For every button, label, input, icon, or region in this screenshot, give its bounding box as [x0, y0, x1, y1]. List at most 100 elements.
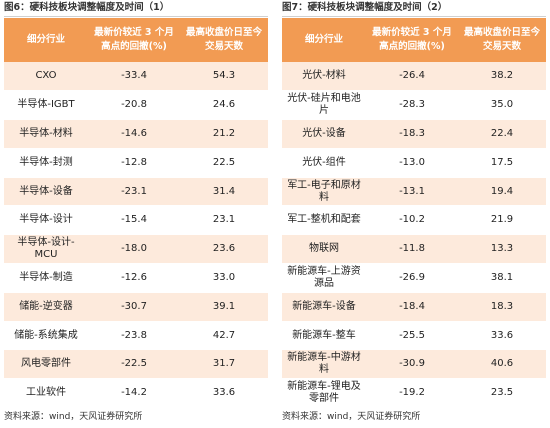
- cell-days: 23.1: [180, 205, 268, 236]
- table-row: 风电零部件 -22.5 31.7: [4, 349, 268, 380]
- cell-days: 31.7: [180, 349, 268, 380]
- table-header-row: 细分行业 最新价较近 3 个月高点的回撤(%) 最高收盘价日至今交易天数: [282, 18, 546, 62]
- cell-days: 33.0: [180, 263, 268, 293]
- table-row: 光伏-硅片和电池片 -28.3 35.0: [282, 90, 546, 121]
- table-panel-1: 图6：硬科技板块调整幅度及时间（1） 细分行业 最新价较近 3 个月高点的回撤(…: [4, 0, 268, 428]
- cell-industry: 半导体-材料: [4, 119, 88, 149]
- cell-drawdown: -19.2: [366, 378, 458, 409]
- table-panel-2: 图7：硬科技板块调整幅度及时间（2） 细分行业 最新价较近 3 个月高点的回撤(…: [282, 0, 546, 428]
- header-days: 最高收盘价日至今交易天数: [458, 18, 546, 62]
- table-row: 新能源车-锂电及零部件 -19.2 23.5: [282, 378, 546, 409]
- cell-industry: 光伏-设备: [282, 119, 366, 149]
- cell-drawdown: -30.7: [88, 292, 180, 322]
- cell-industry: 物联网: [282, 234, 366, 265]
- cell-industry: 新能源车-锂电及零部件: [282, 378, 366, 409]
- cell-drawdown: -18.4: [366, 292, 458, 322]
- table-row: 光伏-设备 -18.3 22.4: [282, 119, 546, 149]
- cell-industry: 储能-系统集成: [4, 321, 88, 351]
- source-note: 资料来源：wind，天风证券研究所: [4, 412, 143, 422]
- cell-days: 21.9: [458, 205, 546, 236]
- table-row: 半导体-设计-MCU -18.0 23.6: [4, 234, 268, 265]
- header-drawdown: 最新价较近 3 个月高点的回撤(%): [88, 18, 180, 62]
- cell-days: 19.4: [458, 177, 546, 207]
- table-row: 半导体-设备 -23.1 31.4: [4, 177, 268, 207]
- cell-drawdown: -10.2: [366, 205, 458, 236]
- cell-drawdown: -28.3: [366, 90, 458, 121]
- cell-days: 33.6: [180, 378, 268, 409]
- cell-drawdown: -12.6: [88, 263, 180, 293]
- cell-industry: 军工-整机和配套: [282, 205, 366, 236]
- cell-industry: 半导体-设计-MCU: [4, 234, 88, 265]
- table-row: 光伏-材料 -26.4 38.2: [282, 62, 546, 92]
- cell-days: 33.6: [458, 321, 546, 351]
- cell-days: 38.2: [458, 62, 546, 92]
- table-row: 储能-系统集成 -23.8 42.7: [4, 321, 268, 351]
- cell-days: 35.0: [458, 90, 546, 121]
- drawdown-table-1: 细分行业 最新价较近 3 个月高点的回撤(%) 最高收盘价日至今交易天数 CXO…: [4, 18, 268, 409]
- cell-industry: 新能源车-上游资源品: [282, 263, 366, 293]
- cell-drawdown: -25.5: [366, 321, 458, 351]
- cell-drawdown: -12.8: [88, 148, 180, 178]
- table-row: 工业软件 -14.2 33.6: [4, 378, 268, 409]
- cell-drawdown: -30.9: [366, 349, 458, 380]
- cell-days: 22.5: [180, 148, 268, 178]
- cell-industry: 光伏-组件: [282, 148, 366, 178]
- cell-industry: 风电零部件: [4, 349, 88, 380]
- table-row: 半导体-制造 -12.6 33.0: [4, 263, 268, 293]
- table-row: 军工-整机和配套 -10.2 21.9: [282, 205, 546, 236]
- cell-industry: 半导体-封测: [4, 148, 88, 178]
- cell-days: 54.3: [180, 62, 268, 92]
- table-row: 新能源车-上游资源品 -26.9 38.1: [282, 263, 546, 293]
- table-row: 半导体-封测 -12.8 22.5: [4, 148, 268, 178]
- cell-days: 18.3: [458, 292, 546, 322]
- table-row: 新能源车-设备 -18.4 18.3: [282, 292, 546, 322]
- table-row: 半导体-设计 -15.4 23.1: [4, 205, 268, 236]
- figure-caption: 图6：硬科技板块调整幅度及时间（1）: [4, 0, 268, 17]
- cell-days: 31.4: [180, 177, 268, 207]
- cell-days: 42.7: [180, 321, 268, 351]
- cell-drawdown: -18.3: [366, 119, 458, 149]
- cell-industry: 半导体-IGBT: [4, 90, 88, 121]
- figure-caption: 图7：硬科技板块调整幅度及时间（2）: [282, 0, 546, 17]
- cell-industry: 光伏-材料: [282, 62, 366, 92]
- source-note: 资料来源：wind，天风证券研究所: [282, 412, 421, 422]
- cell-drawdown: -18.0: [88, 234, 180, 265]
- header-industry: 细分行业: [282, 18, 366, 62]
- cell-drawdown: -11.8: [366, 234, 458, 265]
- table-row: 新能源车-整车 -25.5 33.6: [282, 321, 546, 351]
- cell-drawdown: -23.1: [88, 177, 180, 207]
- cell-drawdown: -13.0: [366, 148, 458, 178]
- cell-drawdown: -22.5: [88, 349, 180, 380]
- cell-days: 23.5: [458, 378, 546, 409]
- table-row: 新能源车-中游材料 -30.9 40.6: [282, 349, 546, 380]
- cell-drawdown: -14.2: [88, 378, 180, 409]
- cell-industry: 新能源车-设备: [282, 292, 366, 322]
- cell-industry: 半导体-设计: [4, 205, 88, 236]
- table-row: 光伏-组件 -13.0 17.5: [282, 148, 546, 178]
- table-row: 军工-电子和原材料 -13.1 19.4: [282, 177, 546, 207]
- cell-drawdown: -26.9: [366, 263, 458, 293]
- cell-industry: 半导体-设备: [4, 177, 88, 207]
- table-row: 物联网 -11.8 13.3: [282, 234, 546, 265]
- cell-industry: 新能源车-整车: [282, 321, 366, 351]
- cell-drawdown: -20.8: [88, 90, 180, 121]
- cell-drawdown: -15.4: [88, 205, 180, 236]
- cell-drawdown: -14.6: [88, 119, 180, 149]
- cell-days: 21.2: [180, 119, 268, 149]
- cell-days: 13.3: [458, 234, 546, 265]
- table-row: 半导体-IGBT -20.8 24.6: [4, 90, 268, 121]
- cell-industry: CXO: [4, 62, 88, 92]
- header-days: 最高收盘价日至今交易天数: [180, 18, 268, 62]
- cell-days: 23.6: [180, 234, 268, 265]
- cell-industry: 军工-电子和原材料: [282, 177, 366, 207]
- cell-days: 24.6: [180, 90, 268, 121]
- cell-days: 22.4: [458, 119, 546, 149]
- cell-industry: 储能-逆变器: [4, 292, 88, 322]
- cell-drawdown: -23.8: [88, 321, 180, 351]
- cell-days: 17.5: [458, 148, 546, 178]
- drawdown-table-2: 细分行业 最新价较近 3 个月高点的回撤(%) 最高收盘价日至今交易天数 光伏-…: [282, 18, 546, 409]
- cell-industry: 光伏-硅片和电池片: [282, 90, 366, 121]
- header-drawdown: 最新价较近 3 个月高点的回撤(%): [366, 18, 458, 62]
- cell-drawdown: -13.1: [366, 177, 458, 207]
- table-header-row: 细分行业 最新价较近 3 个月高点的回撤(%) 最高收盘价日至今交易天数: [4, 18, 268, 62]
